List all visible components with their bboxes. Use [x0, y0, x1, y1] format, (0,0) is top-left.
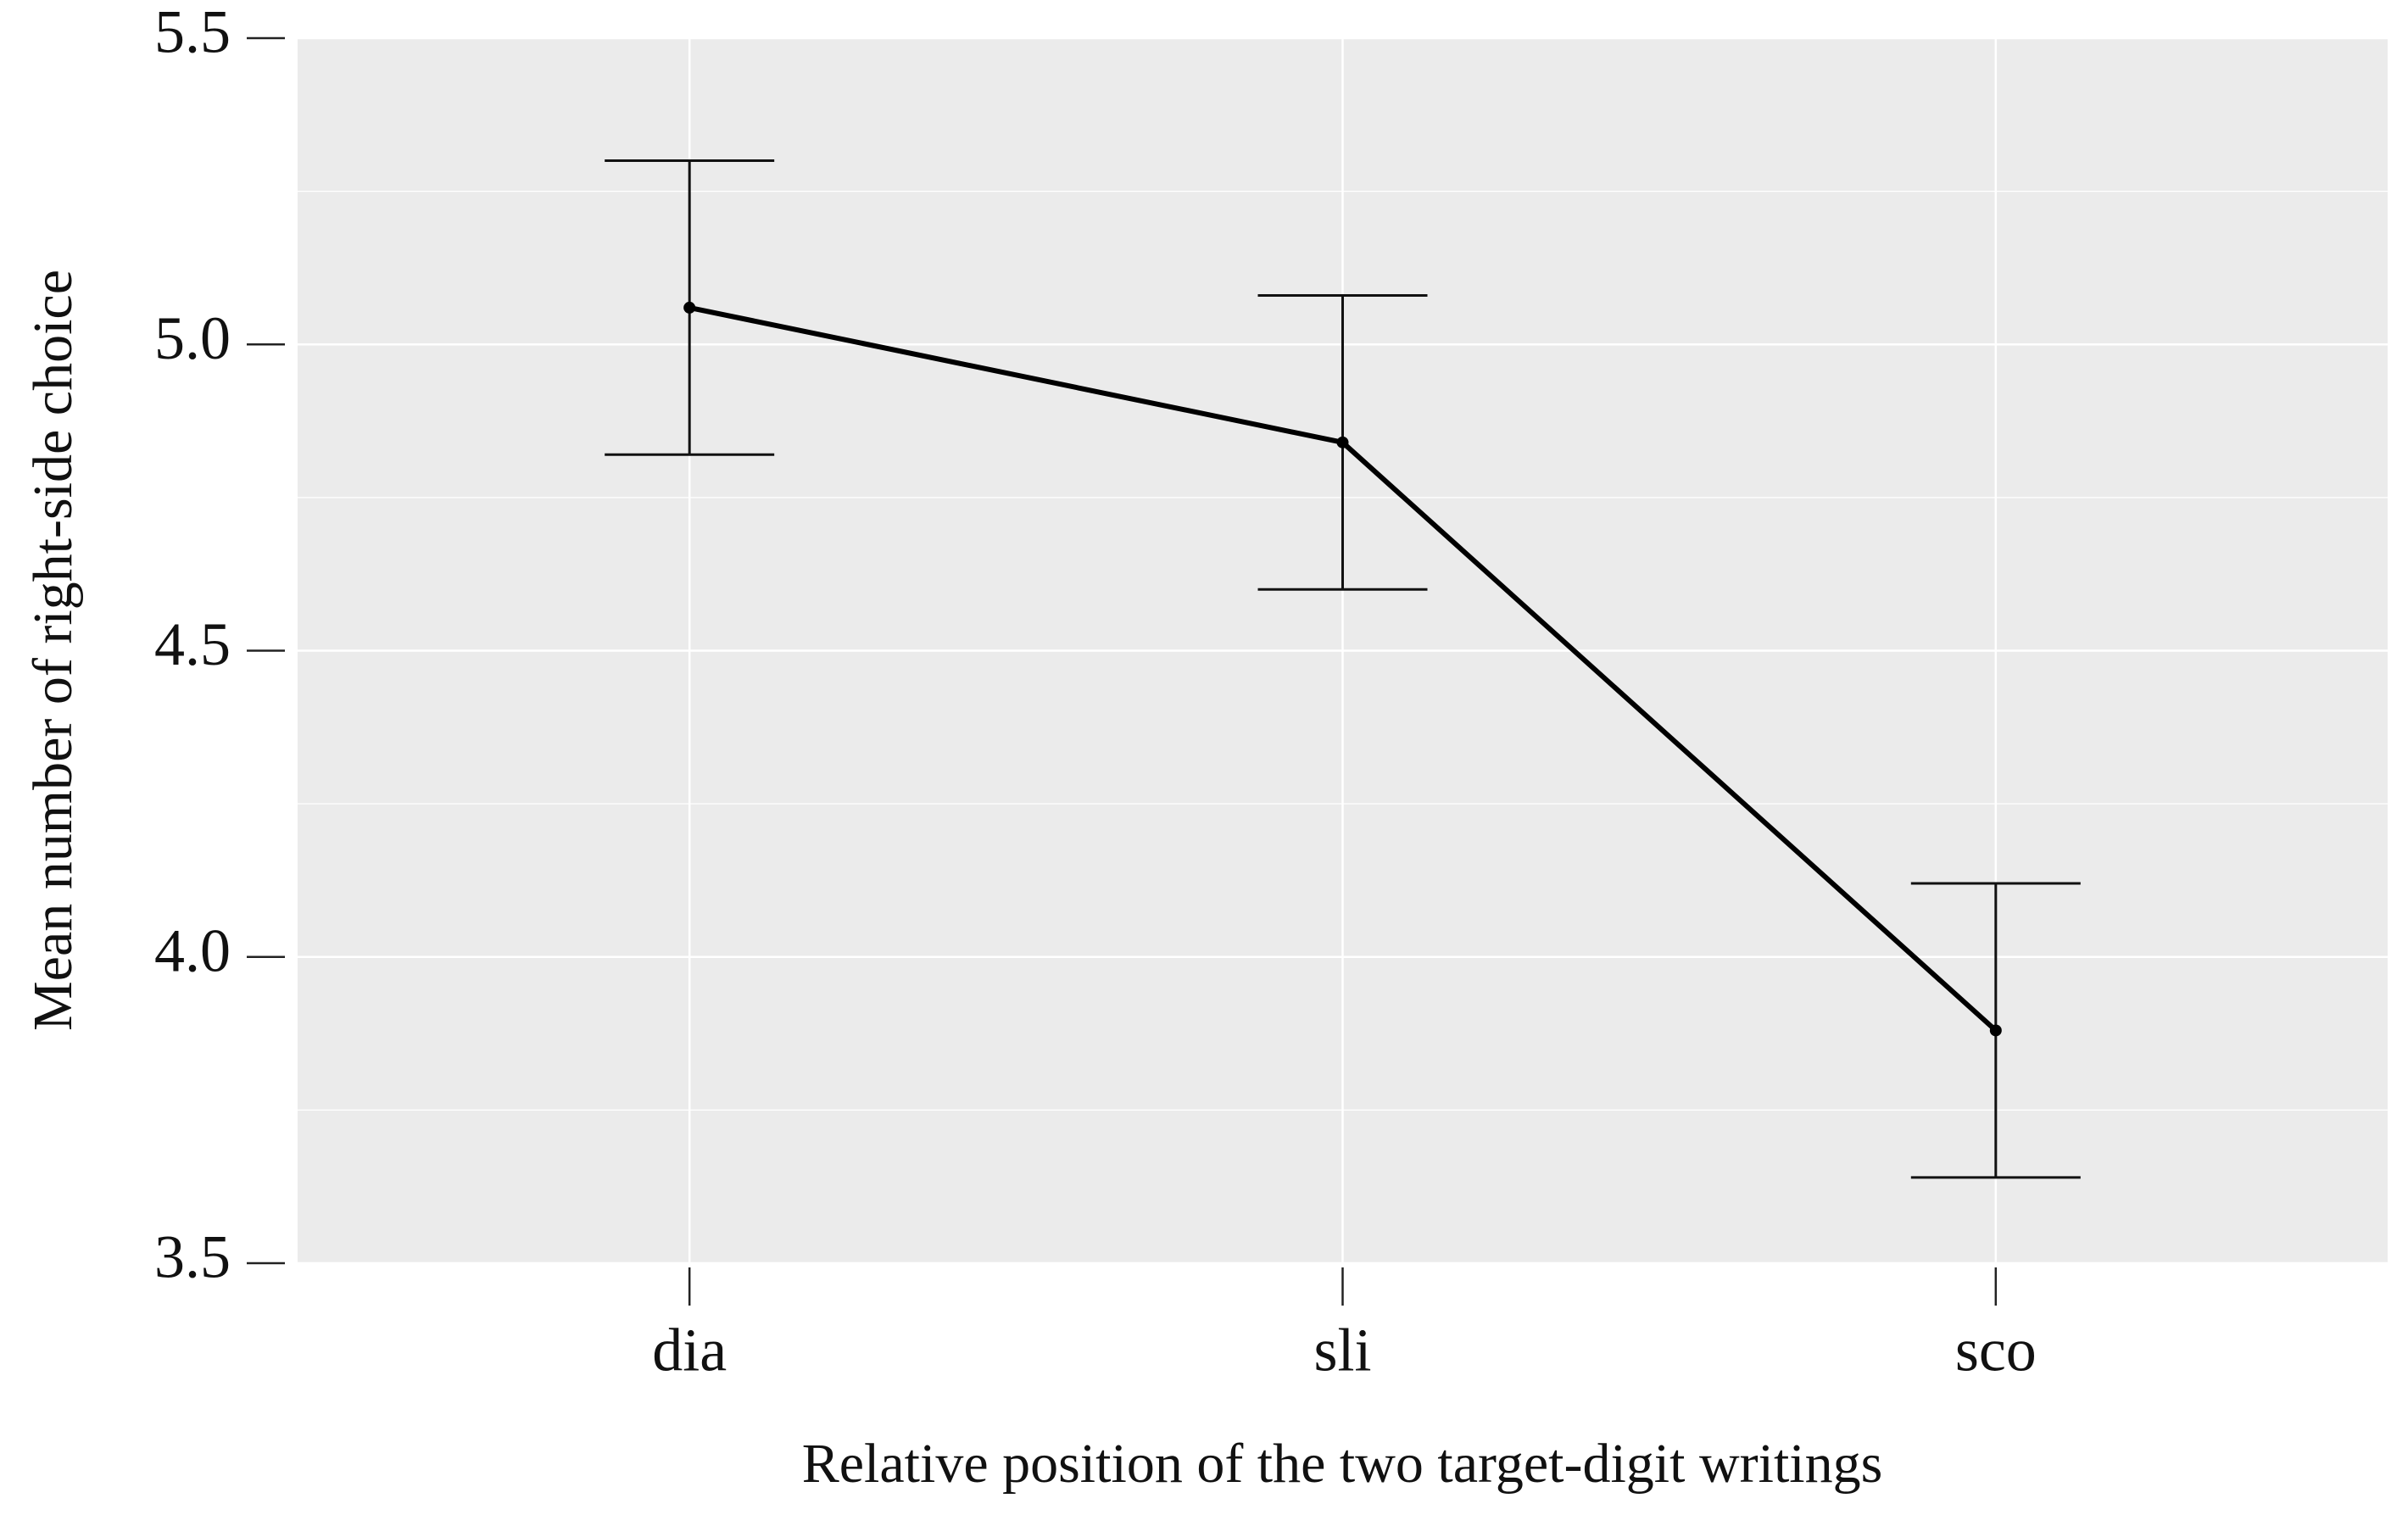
data-point: [1336, 436, 1349, 448]
y-tick-label: 5.5: [154, 0, 231, 66]
y-tick-label: 4.0: [154, 916, 231, 984]
data-point: [683, 301, 696, 314]
y-tick-label: 5.0: [154, 304, 231, 372]
x-tick-label: sli: [1313, 1317, 1371, 1384]
y-axis-title: Mean number of right-side choice: [22, 270, 84, 1031]
y-tick-label: 3.5: [154, 1223, 231, 1291]
y-tick-label: 4.5: [154, 610, 231, 678]
x-tick-label: sco: [1955, 1317, 2037, 1384]
x-tick-label: dia: [652, 1317, 727, 1384]
data-point: [1989, 1024, 2002, 1037]
x-axis-title: Relative position of the two target-digi…: [802, 1433, 1883, 1495]
